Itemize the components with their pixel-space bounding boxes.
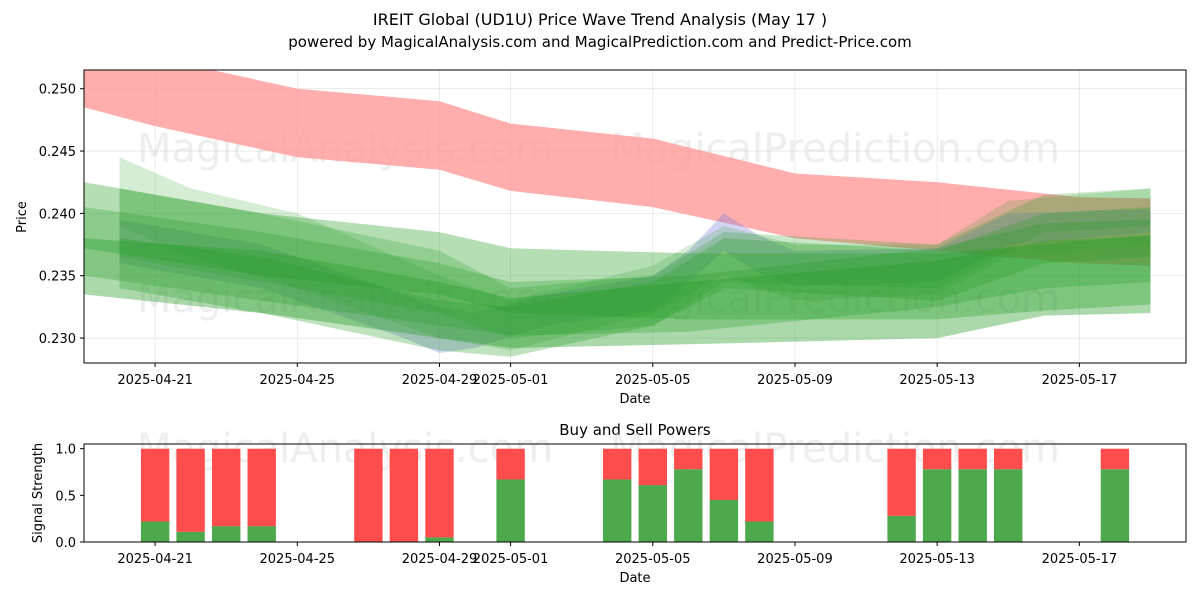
signal-x-tick-label-1: 2025-04-25 (260, 552, 336, 567)
buy-bar-16 (994, 469, 1023, 542)
price-y-tick-label-4: 0.250 (39, 83, 76, 98)
price-x-tick-label-3: 2025-05-01 (473, 373, 549, 388)
signal-panel: Buy and Sell Powers MagicalAnalysis.com … (31, 421, 1187, 586)
buy-bar-11 (709, 500, 739, 542)
sell-bar-17 (1100, 448, 1130, 470)
sell-bar-3 (247, 448, 276, 527)
price-x-tick-label-1: 2025-04-25 (260, 373, 336, 388)
signal-title: Buy and Sell Powers (559, 421, 711, 439)
sell-bar-11 (709, 448, 739, 500)
green-wave-band-4 (119, 207, 1151, 357)
sell-bar-12 (745, 448, 774, 522)
price-x-label: Date (619, 392, 650, 407)
price-y-tick-label-2: 0.240 (39, 207, 76, 222)
price-x-tick-label-2: 2025-04-29 (402, 373, 478, 388)
watermark-analysis-bottom: MagicalAnalysis.com (137, 426, 553, 472)
signal-x-label: Date (619, 571, 650, 586)
buy-bar-17 (1100, 469, 1130, 542)
price-y-ticks: 0.230 0.235 0.240 0.245 0.250 (39, 83, 84, 347)
signal-x-tick-label-3: 2025-05-01 (473, 552, 549, 567)
price-y-tick-label-1: 0.235 (39, 270, 76, 285)
buy-bar-1 (176, 531, 205, 542)
signal-x-tick-label-7: 2025-05-17 (1042, 552, 1118, 567)
green-wave-band-2 (84, 235, 1151, 348)
buy-bar-2 (212, 526, 241, 542)
price-axes-frame (83, 69, 1187, 364)
buy-bar-9 (638, 485, 667, 542)
sell-bar-8 (603, 448, 632, 480)
signal-y-tick-label-2: 1.0 (55, 443, 76, 458)
sell-bar-16 (994, 448, 1023, 470)
buy-bar-6 (425, 537, 454, 542)
green-wave-band-3 (119, 157, 1151, 351)
signal-y-label: Signal Strength (31, 443, 46, 543)
buy-bar-3 (247, 526, 276, 542)
sell-bar-5 (389, 448, 419, 542)
green-wave-band-1 (84, 207, 1151, 336)
chart-title: IREIT Global (UD1U) Price Wave Trend Ana… (373, 10, 827, 29)
sell-bar-0 (140, 448, 170, 522)
green-wave-band-5 (119, 188, 1151, 339)
blue-wave-band (119, 209, 1151, 353)
signal-x-tick-label-5: 2025-05-09 (757, 552, 833, 567)
sell-bar-1 (176, 448, 205, 532)
watermark-analysis-mid: MagicalAnalysis.com (137, 276, 553, 322)
buy-bar-10 (674, 469, 703, 542)
sell-bar-15 (958, 448, 987, 470)
price-bands (84, 70, 1151, 357)
signal-x-tick-label-0: 2025-04-21 (117, 552, 193, 567)
price-x-tick-label-6: 2025-05-13 (899, 373, 975, 388)
buy-bar-7 (496, 479, 525, 542)
signal-x-ticks: 2025-04-21 2025-04-25 2025-04-292025-05-01… (117, 542, 1117, 567)
price-x-ticks: 2025-04-21 2025-04-25 2025-04-292025-05-01… (117, 363, 1117, 388)
price-y-label: Price (15, 201, 30, 233)
signal-axes-frame (83, 443, 1187, 543)
price-x-tick-label-5: 2025-05-09 (757, 373, 833, 388)
price-y-tick-label-3: 0.245 (39, 145, 76, 160)
buy-bar-15 (958, 469, 987, 542)
signal-x-tick-label-6: 2025-05-13 (899, 552, 975, 567)
buy-bar-0 (140, 521, 170, 542)
green-wave-band-0 (84, 182, 1151, 320)
sell-bar-2 (212, 448, 241, 527)
sell-bar-7 (496, 448, 525, 480)
buy-bar-14 (922, 469, 952, 542)
buy-bar-12 (745, 521, 774, 542)
signal-x-tick-label-2: 2025-04-29 (402, 552, 478, 567)
sell-bar-14 (922, 448, 952, 470)
sell-bar-10 (674, 448, 703, 470)
watermark-prediction-mid: MagicalPrediction.com (610, 276, 1060, 322)
signal-y-ticks: 0.0 0.5 1.0 (55, 443, 84, 551)
buy-bar-13 (887, 515, 916, 542)
signal-x-tick-label-4: 2025-05-05 (615, 552, 691, 567)
price-panel: MagicalAnalysis.com MagicalPrediction.co… (15, 69, 1187, 407)
sell-bar-9 (638, 448, 667, 486)
sell-bar-13 (887, 448, 916, 516)
price-x-tick-label-0: 2025-04-21 (117, 373, 193, 388)
sell-bar-6 (425, 448, 454, 538)
red-wave-band (84, 70, 1151, 266)
price-y-tick-label-0: 0.230 (39, 332, 76, 347)
price-x-tick-label-4: 2025-05-05 (615, 373, 691, 388)
buy-bar-8 (603, 479, 632, 542)
chart-subtitle: powered by MagicalAnalysis.com and Magic… (288, 33, 912, 51)
sell-bar-4 (354, 448, 383, 542)
signal-bars (140, 448, 1130, 542)
signal-y-tick-label-0: 0.0 (55, 536, 76, 551)
price-x-tick-label-7: 2025-05-17 (1042, 373, 1118, 388)
signal-y-tick-label-1: 0.5 (55, 489, 76, 504)
